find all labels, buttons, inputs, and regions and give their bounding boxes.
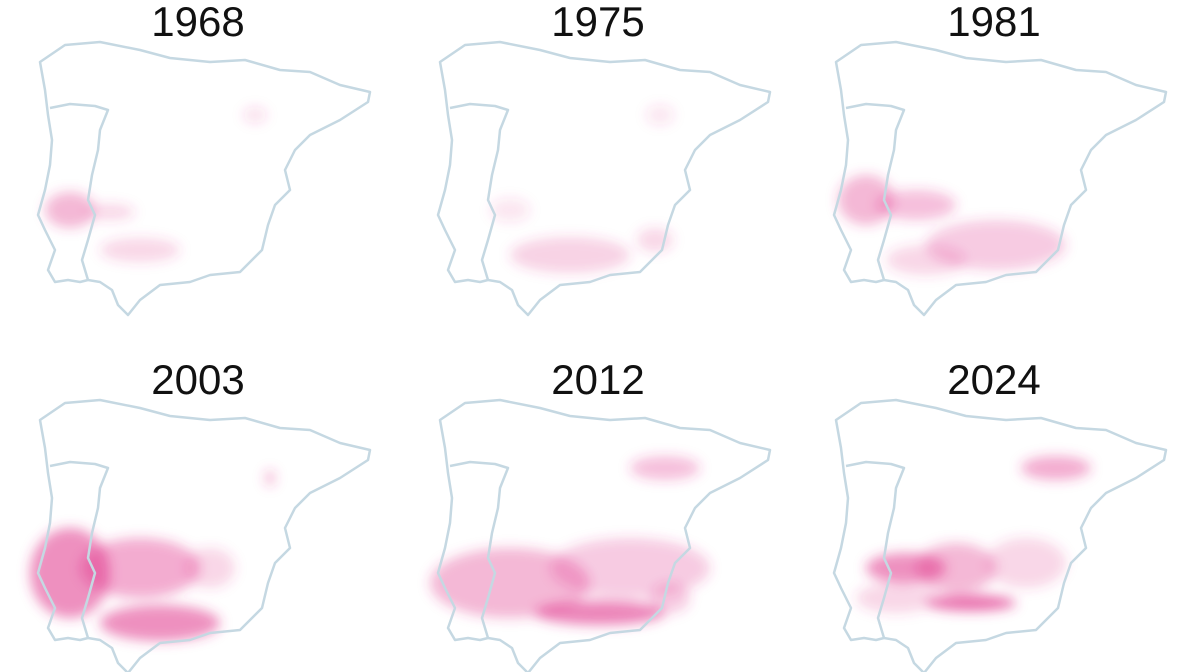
heat-patch bbox=[646, 105, 674, 125]
heat-patch bbox=[535, 601, 665, 625]
heat-patch bbox=[510, 237, 630, 273]
heat-patch bbox=[926, 595, 1016, 611]
panel-title: 1981 bbox=[947, 0, 1040, 45]
heat-patch bbox=[100, 238, 180, 262]
heat-layer bbox=[430, 456, 710, 625]
heat-patch bbox=[630, 456, 700, 480]
country-outline bbox=[436, 398, 772, 672]
heat-layer bbox=[490, 105, 674, 273]
panel-title: 2003 bbox=[151, 356, 244, 403]
heat-patch bbox=[650, 583, 690, 613]
country-outline bbox=[436, 40, 772, 317]
heat-patch bbox=[85, 204, 135, 220]
heat-patch bbox=[80, 538, 200, 598]
panels: 1968 1975 1981 2003 2012 2024 bbox=[30, 0, 1168, 672]
panel-title: 2024 bbox=[947, 356, 1040, 403]
panel-title: 2012 bbox=[551, 356, 644, 403]
heat-patch bbox=[856, 583, 936, 613]
map-panel: 1975 bbox=[436, 0, 772, 317]
country-outline bbox=[832, 40, 1168, 317]
heat-layer bbox=[856, 456, 1091, 613]
panel-title: 1968 bbox=[151, 0, 244, 45]
heat-patch bbox=[430, 548, 590, 618]
heat-patch bbox=[100, 605, 220, 641]
map-panel: 2012 bbox=[430, 356, 772, 672]
heat-patch bbox=[986, 538, 1066, 588]
map-panel: 2024 bbox=[832, 356, 1168, 672]
map-panel: 1968 bbox=[36, 0, 372, 317]
heat-patch bbox=[243, 107, 267, 123]
heat-layer bbox=[838, 175, 1066, 275]
heat-patch bbox=[265, 470, 275, 486]
heat-patch bbox=[1021, 456, 1091, 480]
country-outline bbox=[832, 398, 1168, 672]
map-panel: 1981 bbox=[832, 0, 1168, 317]
heat-patch bbox=[886, 245, 966, 275]
heat-patch bbox=[185, 548, 235, 588]
heat-patch bbox=[45, 192, 95, 228]
heat-patch bbox=[876, 190, 956, 220]
panel-title: 1975 bbox=[551, 0, 644, 45]
heat-patch bbox=[916, 543, 996, 593]
country-outline bbox=[36, 40, 372, 317]
heat-layer bbox=[30, 470, 275, 641]
heat-layer bbox=[45, 107, 267, 262]
map-panel: 2003 bbox=[30, 356, 372, 672]
heat-patch bbox=[838, 175, 894, 225]
heat-patch bbox=[490, 198, 530, 222]
